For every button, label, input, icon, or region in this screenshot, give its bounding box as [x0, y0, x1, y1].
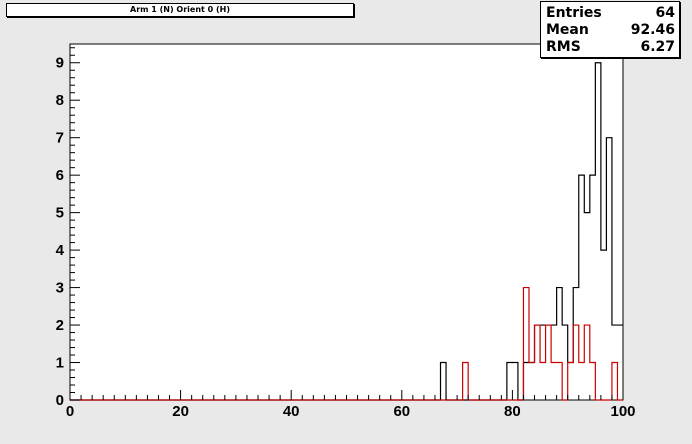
entries-value: 64	[655, 5, 675, 21]
histogram-title: Arm 1 (N) Orient 0 (H)	[6, 3, 354, 17]
stats-box: Entries 64 Mean 92.46 RMS 6.27	[540, 1, 680, 58]
histogram-series	[70, 62, 623, 401]
stats-row-rms: RMS 6.27	[546, 38, 675, 56]
y-tick-label: 8	[56, 92, 64, 109]
y-tick-label: 3	[56, 280, 64, 297]
x-axis: 0 20 40 60 80 100	[66, 390, 636, 420]
rms-label: RMS	[546, 39, 581, 55]
y-tick-label: 7	[56, 130, 64, 147]
x-tick-label: 100	[610, 403, 635, 420]
stats-row-entries: Entries 64	[546, 4, 675, 22]
rms-value: 6.27	[640, 39, 675, 55]
entries-label: Entries	[546, 5, 602, 21]
y-tick-label: 1	[56, 355, 64, 372]
stats-row-mean: Mean 92.46	[546, 21, 675, 39]
y-tick-label: 5	[56, 205, 64, 222]
histogram-series-line-2	[70, 286, 623, 401]
y-tick-label: 9	[56, 55, 64, 72]
mean-value: 92.46	[630, 22, 675, 38]
x-tick-label: 20	[172, 403, 189, 420]
x-tick-label: 80	[504, 403, 521, 420]
y-tick-label: 4	[56, 242, 65, 259]
x-tick-label: 40	[283, 403, 300, 420]
x-tick-label: 60	[393, 403, 410, 420]
y-tick-label: 0	[56, 392, 64, 409]
mean-label: Mean	[546, 22, 589, 38]
x-tick-label: 0	[66, 403, 74, 420]
y-tick-label: 6	[56, 167, 64, 184]
plot-frame	[69, 43, 624, 401]
y-tick-label: 2	[56, 317, 64, 334]
y-axis: 0 1 2 3 4 5 6 7 8 9	[56, 47, 80, 409]
